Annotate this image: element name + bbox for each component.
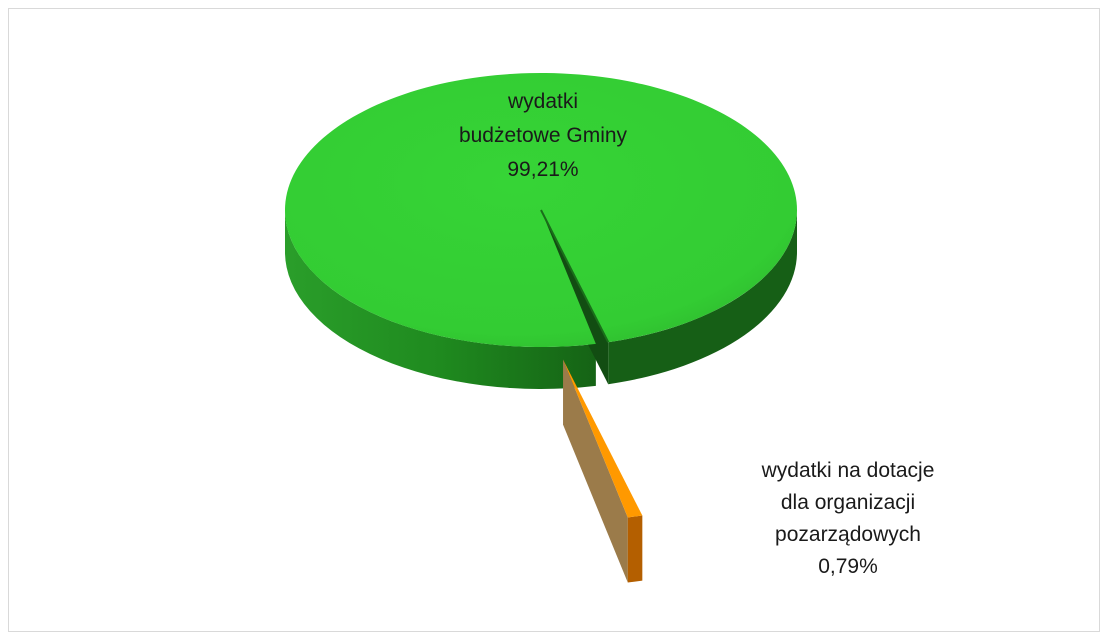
slice-budget-side-left [285,210,596,390]
slice-ngo-top [563,359,643,518]
slice-budget-side-right [608,210,797,385]
label-ngo-line2: dla organizacji [781,491,915,514]
label-budget-line2: budżetowe Gminy [459,124,628,147]
slice-ngo-grants [563,359,643,583]
label-budget-value: 99,21% [507,158,578,181]
slice-budget-top [284,73,797,348]
label-ngo-line1: wydatki na dotacje [761,459,935,482]
slice-ngo-rim [627,515,643,583]
slice-ngo-side [563,359,628,583]
slice-budget-edge [540,209,610,343]
label-ngo-value: 0,79% [818,555,878,578]
label-ngo-line3: pozarządowych [775,523,921,546]
label-budget-line1: wydatki [507,90,578,113]
slice-budget-expenses [284,73,797,390]
